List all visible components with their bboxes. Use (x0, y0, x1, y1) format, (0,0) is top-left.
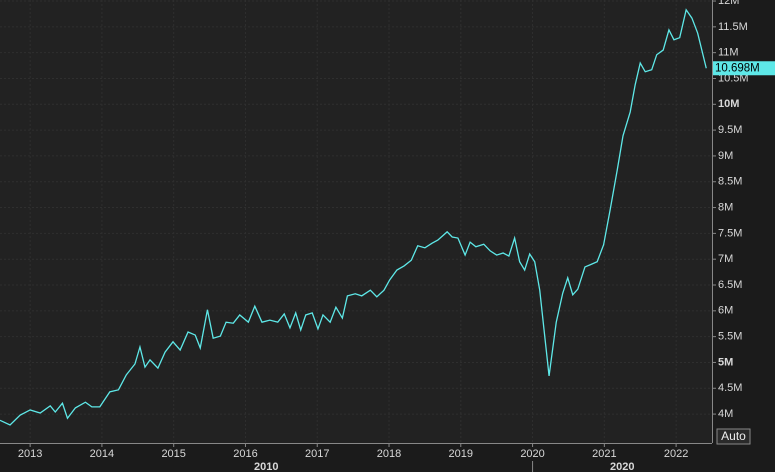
y-tick-label: 4M (718, 408, 733, 420)
y-tick-label: 9.5M (718, 124, 742, 136)
y-tick-label: 10.5M (718, 72, 749, 84)
y-tick-label: 4.5M (718, 382, 742, 394)
y-tick-label: 12M (718, 0, 739, 7)
x-tick-label: 2019 (449, 448, 473, 460)
y-tick-label: 7M (718, 253, 733, 265)
y-tick-label: 10M (718, 98, 739, 110)
y-tick-label: 8.5M (718, 176, 742, 188)
last-value-label: 10.698M (715, 62, 760, 74)
x-tick-label: 2017 (305, 448, 329, 460)
last-value-box (713, 61, 775, 76)
y-tick-label: 8M (718, 201, 733, 213)
x-tick-label: 2016 (233, 448, 257, 460)
auto-button[interactable]: Auto (716, 428, 751, 445)
x-tick-label: 2014 (90, 448, 114, 460)
y-tick-label: 7.5M (718, 227, 742, 239)
x-tick-label: 2022 (664, 448, 688, 460)
x-tick-label: 2021 (592, 448, 616, 460)
series-line (0, 8, 707, 426)
y-tick-label: 5M (718, 356, 733, 368)
x-tick-label: 2018 (377, 448, 401, 460)
y-tick-label: 6M (718, 305, 733, 317)
period-label: 2020 (610, 461, 634, 472)
x-tick-label: 2013 (18, 448, 42, 460)
y-tick-label: 11M (718, 47, 739, 59)
y-tick-label: 6.5M (718, 279, 742, 291)
grid-layer (0, 0, 712, 443)
y-tick-label: 5.5M (718, 331, 742, 343)
button-label[interactable]: Auto (721, 429, 746, 443)
y-tick-label: 9M (718, 150, 733, 162)
button-frame[interactable] (716, 428, 751, 445)
plot-area (0, 0, 712, 443)
period-label: 2010 (254, 461, 278, 472)
y-tick-label: 11.5M (718, 21, 748, 33)
x-tick-label: 2015 (161, 448, 185, 460)
x-tick-label: 2020 (520, 448, 544, 460)
